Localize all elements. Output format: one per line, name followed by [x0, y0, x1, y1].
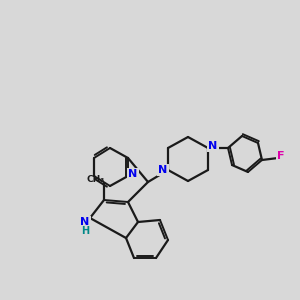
Text: N: N — [158, 165, 168, 175]
Text: N: N — [208, 141, 217, 151]
Text: N: N — [80, 217, 90, 227]
Text: H: H — [81, 226, 89, 236]
Text: CH₃: CH₃ — [87, 176, 105, 184]
Text: N: N — [128, 169, 138, 179]
Text: F: F — [277, 151, 285, 161]
